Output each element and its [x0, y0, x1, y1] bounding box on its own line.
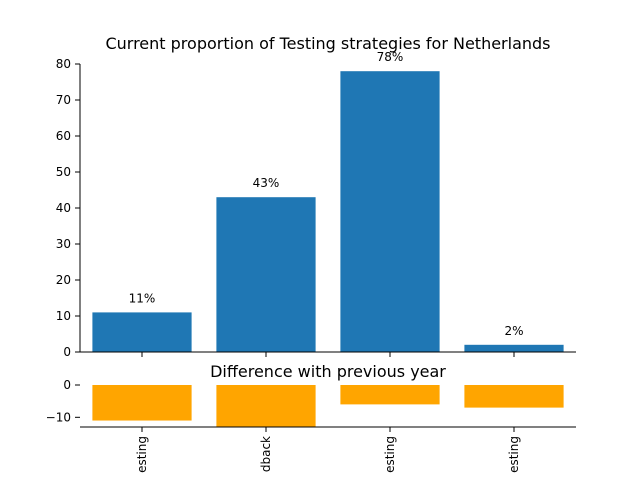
bar — [340, 71, 440, 352]
y-tick-label: −10 — [46, 410, 71, 424]
main-chart-data-labels: 11% 43% 78% 2% — [129, 50, 524, 357]
y-tick-label: 50 — [56, 165, 71, 179]
y-tick-label: 30 — [56, 237, 71, 251]
y-tick-label: 80 — [56, 57, 71, 71]
diff-chart-y-axis: 0 −10 — [46, 378, 80, 424]
x-tick-label: esting — [135, 436, 149, 473]
bar-value-label: 2% — [504, 324, 523, 338]
y-tick-label: 60 — [56, 129, 71, 143]
y-tick-label: 20 — [56, 273, 71, 287]
diff-bar — [464, 385, 564, 408]
x-tick-label: esting — [507, 436, 521, 473]
x-tick-label: esting — [383, 436, 397, 473]
bar — [464, 344, 564, 352]
x-tick-label: dback — [259, 436, 273, 472]
diff-chart-bars — [92, 385, 564, 427]
diff-chart-x-tick-labels: esting dback esting esting — [135, 427, 521, 473]
y-tick-label: 40 — [56, 201, 71, 215]
y-tick-label: 70 — [56, 93, 71, 107]
diff-bar — [340, 385, 440, 405]
main-chart-y-axis: 0 10 20 30 40 50 60 70 80 — [56, 57, 81, 359]
bar-value-label: 11% — [129, 291, 156, 305]
bar — [92, 312, 192, 352]
y-tick-label: 0 — [63, 345, 71, 359]
main-chart-bars — [92, 71, 564, 352]
bar — [216, 197, 316, 352]
diff-bar — [216, 385, 316, 427]
diff-chart-title: Difference with previous year — [210, 362, 446, 381]
diff-bar — [92, 385, 192, 421]
y-tick-label: 0 — [63, 378, 71, 392]
bar-value-label: 43% — [253, 176, 280, 190]
main-chart-title: Current proportion of Testing strategies… — [105, 34, 550, 53]
y-tick-label: 10 — [56, 309, 71, 323]
bar-value-label: 78% — [377, 50, 404, 64]
